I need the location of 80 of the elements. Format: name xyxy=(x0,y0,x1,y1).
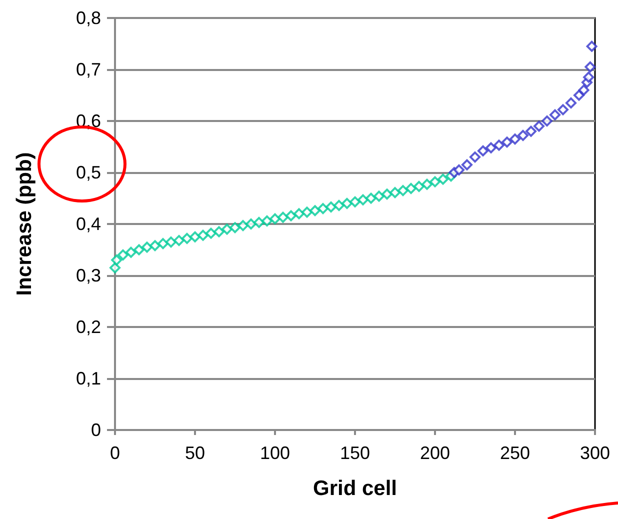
point xyxy=(126,246,136,258)
point xyxy=(246,218,256,230)
point xyxy=(174,234,184,246)
point xyxy=(110,262,120,274)
point xyxy=(342,198,352,209)
point xyxy=(254,216,264,228)
x-tick-label: 0 xyxy=(110,443,120,463)
point xyxy=(583,72,594,83)
point xyxy=(584,61,596,72)
point xyxy=(150,240,160,252)
point xyxy=(414,180,424,192)
point xyxy=(578,84,590,96)
point xyxy=(518,130,528,141)
point xyxy=(310,205,320,216)
point xyxy=(118,249,128,260)
point xyxy=(542,116,552,126)
point xyxy=(438,174,448,185)
point xyxy=(558,104,568,116)
point xyxy=(366,192,376,204)
point xyxy=(502,136,512,148)
point xyxy=(134,244,144,256)
y-axis-title: Increase (ppb) xyxy=(13,152,36,296)
point xyxy=(454,164,464,176)
point xyxy=(262,215,272,226)
y-tick-label: 0,4 xyxy=(76,214,101,234)
y-tick-label: 0,3 xyxy=(76,266,101,286)
x-tick-label: 300 xyxy=(580,443,610,463)
point xyxy=(526,126,536,137)
point xyxy=(158,238,168,250)
point xyxy=(302,206,312,218)
point xyxy=(358,194,368,206)
point xyxy=(550,109,560,120)
point xyxy=(486,142,496,154)
point xyxy=(326,202,336,213)
point xyxy=(534,120,544,132)
point xyxy=(182,232,192,244)
point xyxy=(494,140,504,151)
point xyxy=(238,220,248,232)
x-tick-label: 100 xyxy=(260,443,290,463)
x-tick-label: 50 xyxy=(184,443,206,463)
x-tick-label: 200 xyxy=(420,443,450,463)
y-tick-label: 0,7 xyxy=(76,60,101,80)
point xyxy=(294,208,304,220)
point xyxy=(166,236,176,248)
point xyxy=(382,188,392,200)
point xyxy=(462,159,472,170)
point xyxy=(422,178,432,190)
point xyxy=(111,254,122,266)
point xyxy=(374,190,384,202)
point xyxy=(230,222,240,234)
point xyxy=(222,224,232,235)
x-tick-label: 250 xyxy=(500,443,530,463)
point xyxy=(350,196,360,208)
y-tick-label: 0 xyxy=(90,420,101,440)
point xyxy=(318,203,328,214)
point xyxy=(190,231,200,242)
y-tick-label: 0,5 xyxy=(76,162,101,182)
y-tick-label: 0,1 xyxy=(76,368,101,388)
point xyxy=(510,134,520,145)
point xyxy=(406,182,416,194)
point xyxy=(270,213,280,224)
point xyxy=(566,97,576,108)
point xyxy=(478,145,488,156)
point xyxy=(142,242,152,253)
point xyxy=(214,226,224,238)
point xyxy=(430,176,440,188)
point xyxy=(198,230,208,241)
point xyxy=(278,212,288,223)
y-tick-label: 0,8 xyxy=(76,8,101,28)
point xyxy=(206,228,216,239)
point xyxy=(334,200,344,211)
point xyxy=(286,210,296,222)
x-axis-title: Grid cell xyxy=(312,477,398,500)
point xyxy=(470,152,480,163)
point xyxy=(574,90,584,101)
point xyxy=(586,40,598,52)
point xyxy=(398,185,408,196)
point xyxy=(390,187,400,198)
x-tick-label: 150 xyxy=(340,443,370,463)
y-tick-label: 0,2 xyxy=(76,317,101,337)
